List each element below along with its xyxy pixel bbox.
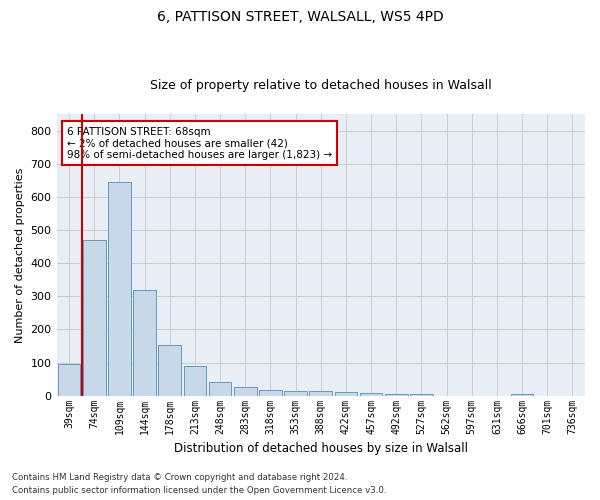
Bar [335, 392, 357, 396]
Text: 6 PATTISON STREET: 68sqm
← 2% of detached houses are smaller (42)
98% of semi-de: 6 PATTISON STREET: 68sqm ← 2% of detache… [67, 126, 332, 160]
Text: Contains HM Land Registry data © Crown copyright and database right 2024.
Contai: Contains HM Land Registry data © Crown c… [12, 474, 386, 495]
Bar [133, 290, 156, 396]
Y-axis label: Number of detached properties: Number of detached properties [15, 167, 25, 342]
Bar [385, 394, 407, 396]
Bar [310, 391, 332, 396]
Bar [83, 240, 106, 396]
Bar [58, 364, 80, 396]
Bar [511, 394, 533, 396]
Text: 6, PATTISON STREET, WALSALL, WS5 4PD: 6, PATTISON STREET, WALSALL, WS5 4PD [157, 10, 443, 24]
Bar [234, 388, 257, 396]
Title: Size of property relative to detached houses in Walsall: Size of property relative to detached ho… [150, 79, 491, 92]
Bar [410, 394, 433, 396]
Bar [259, 390, 282, 396]
X-axis label: Distribution of detached houses by size in Walsall: Distribution of detached houses by size … [174, 442, 468, 455]
Bar [184, 366, 206, 396]
Bar [209, 382, 232, 396]
Bar [284, 391, 307, 396]
Bar [360, 394, 382, 396]
Bar [108, 182, 131, 396]
Bar [158, 345, 181, 396]
